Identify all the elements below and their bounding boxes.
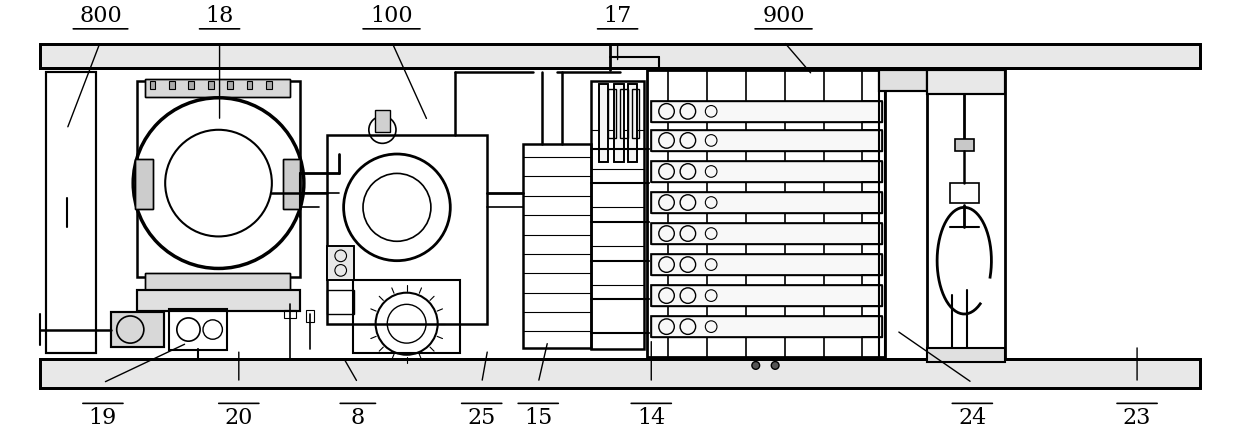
Bar bbox=[227, 81, 233, 89]
Text: 25: 25 bbox=[467, 407, 496, 429]
Bar bbox=[40, 359, 1200, 388]
Bar bbox=[374, 111, 391, 132]
Bar bbox=[46, 72, 97, 353]
Bar bbox=[651, 254, 882, 275]
Bar bbox=[353, 280, 460, 353]
Bar bbox=[306, 310, 314, 322]
Bar bbox=[110, 312, 164, 347]
Bar bbox=[620, 89, 627, 137]
Bar bbox=[591, 81, 645, 349]
Bar bbox=[145, 79, 290, 97]
Text: 19: 19 bbox=[89, 407, 117, 429]
Circle shape bbox=[751, 362, 760, 369]
Bar bbox=[169, 81, 175, 89]
Bar bbox=[609, 89, 616, 137]
Bar bbox=[928, 348, 1004, 362]
Bar bbox=[284, 310, 296, 318]
Bar bbox=[651, 130, 882, 151]
Bar bbox=[647, 70, 885, 357]
Bar bbox=[651, 192, 882, 213]
Bar bbox=[627, 84, 637, 162]
Bar bbox=[40, 44, 1200, 68]
Bar bbox=[138, 290, 300, 311]
Bar bbox=[651, 254, 882, 275]
Text: 23: 23 bbox=[1123, 407, 1151, 429]
Bar bbox=[327, 290, 355, 314]
Bar bbox=[110, 312, 164, 347]
Bar bbox=[135, 159, 153, 209]
Bar bbox=[247, 81, 253, 89]
Bar bbox=[208, 81, 213, 89]
Bar bbox=[327, 246, 355, 280]
Bar bbox=[627, 84, 637, 162]
Bar bbox=[138, 290, 300, 311]
Bar bbox=[145, 273, 290, 291]
Bar bbox=[150, 81, 155, 89]
Text: 15: 15 bbox=[525, 407, 552, 429]
Bar bbox=[651, 161, 882, 182]
Bar bbox=[169, 309, 227, 350]
Bar bbox=[599, 84, 609, 162]
Bar bbox=[40, 359, 1200, 388]
Bar bbox=[651, 316, 882, 337]
Bar bbox=[651, 130, 882, 151]
Bar bbox=[879, 70, 928, 91]
Bar bbox=[145, 79, 290, 97]
Bar bbox=[267, 81, 272, 89]
Bar bbox=[651, 285, 882, 306]
Bar bbox=[46, 72, 97, 353]
Text: 24: 24 bbox=[959, 407, 987, 429]
Bar bbox=[145, 273, 290, 291]
Bar bbox=[135, 159, 153, 209]
Circle shape bbox=[771, 362, 779, 369]
Bar bbox=[138, 81, 300, 277]
Bar bbox=[523, 144, 591, 348]
Bar bbox=[614, 84, 624, 162]
Text: 100: 100 bbox=[371, 5, 413, 27]
Text: 17: 17 bbox=[604, 5, 631, 27]
Bar bbox=[631, 89, 640, 137]
Bar bbox=[928, 70, 1004, 94]
Bar bbox=[651, 223, 882, 244]
Bar bbox=[599, 84, 609, 162]
Bar bbox=[879, 70, 928, 91]
Text: 18: 18 bbox=[206, 5, 234, 27]
Bar bbox=[614, 84, 624, 162]
Bar bbox=[928, 70, 1004, 94]
Bar bbox=[955, 140, 973, 151]
Bar bbox=[950, 183, 978, 203]
Bar bbox=[188, 81, 195, 89]
Text: 900: 900 bbox=[763, 5, 805, 27]
Bar bbox=[651, 101, 882, 122]
Text: 14: 14 bbox=[637, 407, 666, 429]
Bar bbox=[283, 159, 300, 209]
Text: 20: 20 bbox=[224, 407, 253, 429]
Text: 800: 800 bbox=[79, 5, 122, 27]
Bar bbox=[327, 135, 487, 324]
Bar bbox=[651, 285, 882, 306]
Bar bbox=[327, 246, 355, 280]
Bar bbox=[283, 159, 300, 209]
Bar bbox=[928, 70, 1004, 357]
Text: 8: 8 bbox=[351, 407, 365, 429]
Bar bbox=[651, 223, 882, 244]
Bar bbox=[651, 161, 882, 182]
Bar bbox=[651, 101, 882, 122]
Bar bbox=[651, 316, 882, 337]
Bar bbox=[40, 44, 1200, 68]
Bar bbox=[651, 192, 882, 213]
